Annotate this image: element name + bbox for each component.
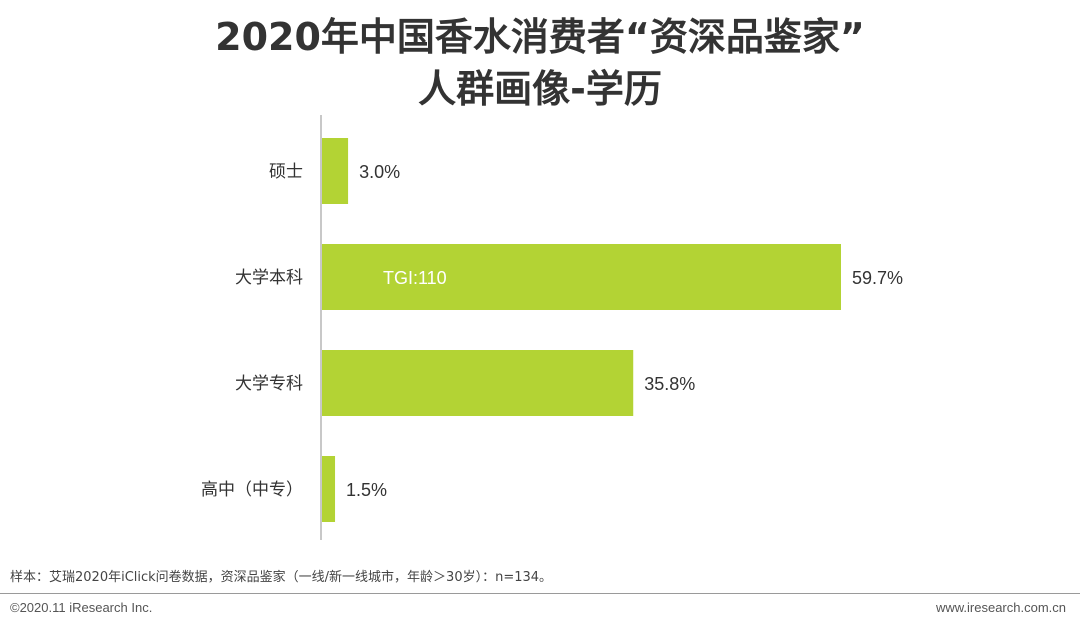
value-label-0: 3.0%	[359, 162, 400, 182]
category-label-0: 硕士	[269, 162, 303, 182]
tgi-annotation: TGI:110	[383, 268, 447, 288]
value-label-3: 1.5%	[346, 480, 387, 500]
footer-divider	[0, 593, 1080, 594]
copyright-text: ©2020.11 iResearch Inc.	[10, 600, 153, 615]
value-label-1: 59.7%	[852, 268, 903, 288]
bar-3	[322, 456, 336, 522]
bar-1	[322, 244, 841, 310]
category-label-2: 大学专科	[235, 374, 303, 394]
chart-title-line-2: 人群画像-学历	[418, 67, 662, 111]
value-label-2: 35.8%	[644, 374, 695, 394]
sample-footnote: 样本：艾瑞2020年iClick问卷数据，资深品鉴家（一线/新一线城市，年龄＞3…	[10, 570, 553, 585]
category-label-1: 大学本科	[235, 268, 303, 288]
bar-0	[322, 138, 349, 204]
bar-2	[322, 350, 634, 416]
category-label-3: 高中（中专）	[201, 480, 303, 500]
chart-title-line-1: 2020年中国香水消费者“资深品鉴家”	[215, 15, 865, 59]
bar-chart: 硕士 3.0% 大学本科 59.7% TGI:110 大学专科 35.8% 高中（中专） 1.5…	[201, 115, 903, 540]
website-text: www.iresearch.com.cn	[935, 600, 1066, 615]
